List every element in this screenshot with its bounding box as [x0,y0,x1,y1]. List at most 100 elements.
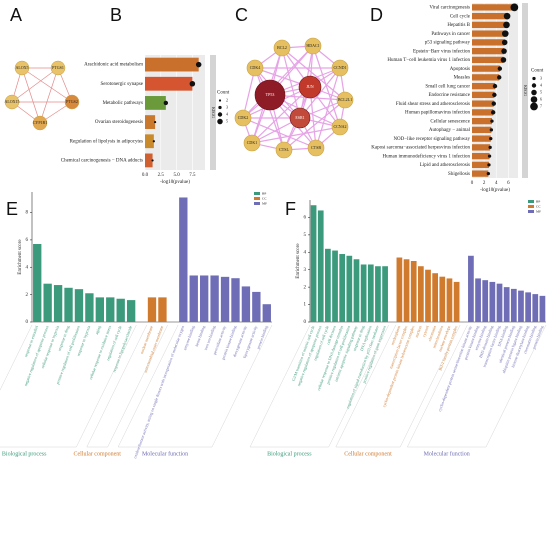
bar [472,12,508,20]
bar [472,161,489,169]
x-tick-label: cytosol [421,324,430,337]
panel-letter: D [370,5,383,25]
count-dot [152,140,155,143]
y-tick-label: Regulation of lipolysis in adipocytes [70,139,143,144]
y-tick-label: Small cell lung cancer [425,84,470,89]
x-axis-label: -log10(pvalue) [480,188,510,193]
x-tick-label: nucleus [414,325,423,339]
count-dot [489,136,493,141]
bar [472,4,515,11]
count-dot [487,154,492,158]
bar [472,109,494,116]
count-dot [497,66,503,71]
edge [251,126,341,144]
bar [453,281,460,322]
bar [475,278,481,322]
y-tick-label: Lipid and atherosclerosis [420,163,470,168]
group-bracket [407,324,547,448]
node [304,37,322,55]
y-tick-label: Fluid shear stress and atherosclerosis [396,102,470,107]
count-dot [510,3,519,12]
edge [21,67,73,103]
y-tick-label: Endocrine resistance [428,93,470,98]
bar [106,297,115,322]
bar [85,293,94,322]
bar [339,254,346,322]
y-tick-label: Kaposi sarcoma−associated herpesvirus in… [371,146,470,151]
bar [145,76,193,91]
x-tick-label: 2 [483,181,486,186]
bar [496,283,503,322]
bar [332,250,338,322]
bar [145,153,153,168]
bar [403,259,410,322]
count-dot [501,48,507,54]
y-axis-label: Enrichment score [296,243,301,279]
y-tick-label: 8 [26,211,29,216]
y-tick-label: Serotonergic synapse [100,82,143,87]
count-dot [490,110,496,115]
y-tick-label: Measles [454,76,470,81]
legend-label: 7 [540,103,542,108]
bar [472,91,495,99]
count-dot [151,159,154,162]
bar [220,276,230,322]
panel-letter: B [110,5,122,25]
y-tick-label: 6 [304,216,307,221]
node-label: CCNA2 [333,124,346,129]
bar [503,287,510,322]
node [254,79,286,111]
edge [242,67,256,119]
legend-label: BP [262,191,266,195]
legend-dot [530,96,538,103]
bar [158,297,167,322]
x-tick-label: 2.5 [158,173,165,178]
legend-dot [531,89,537,96]
bar [53,285,63,322]
node [336,91,354,109]
legend-label: 2 [226,97,228,102]
count-dot [492,92,497,98]
y-tick-label: Human immunodeficiency virus 1 infection [383,154,471,159]
legend-label: BP [536,199,540,203]
count-dot [503,12,511,20]
y-tick-label: Metabolic pathways [103,101,143,106]
y-tick-label: Epstein−Barr virus infection [413,49,470,54]
node-label: PTGS1 [52,65,64,70]
y-tick-label: 2 [26,293,29,298]
bar [472,56,504,64]
node-label: CTSL [279,147,289,152]
x-tick-label: 5.0 [173,173,180,178]
legend-swatch [254,192,260,195]
bar [472,126,492,134]
y-tick-label: 5 [304,233,307,238]
bar [510,288,517,322]
node-label: CTSB [311,145,321,150]
node [246,59,264,77]
node [307,139,325,157]
panel-letter: A [10,5,22,25]
count-dot [189,81,196,87]
node [32,115,48,131]
legend-label: 3 [540,75,542,80]
bar [317,210,324,322]
y-axis-label: Enrichment score [18,239,23,275]
bar [262,304,271,322]
legend-swatch [528,210,534,213]
group-label: Cellular component [344,451,392,457]
legend-swatch [528,200,534,203]
plot-area [145,55,205,170]
edge [281,47,346,101]
node [298,75,322,99]
bar [64,287,73,322]
x-tick-label: 0 [471,181,474,186]
y-tick-label: Human papillomavirus infection [405,111,470,116]
bar [382,266,388,322]
bar [472,21,507,29]
bar [74,289,84,322]
y-tick-label: Cell cycle [450,14,471,19]
legend-label: CC [536,204,541,208]
node-label: CDK4 [250,65,260,70]
bar [126,300,136,322]
group-label: Molecular function [424,450,470,457]
